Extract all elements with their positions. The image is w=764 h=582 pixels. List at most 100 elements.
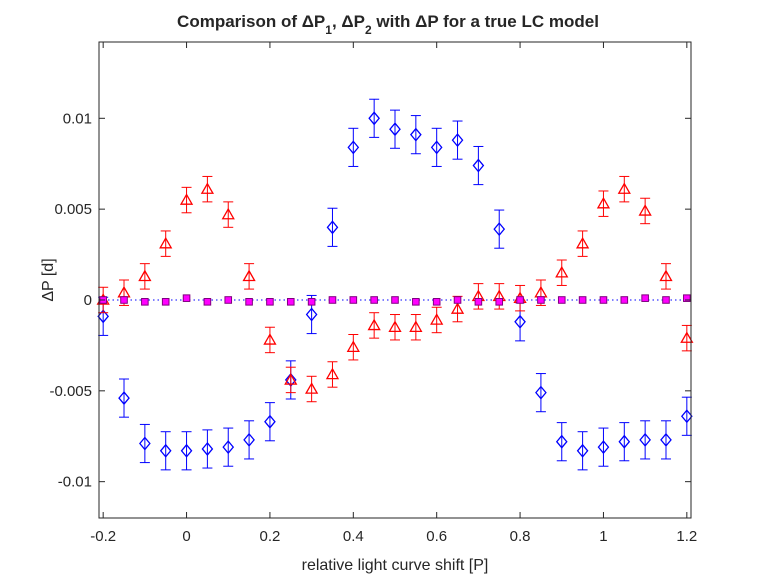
x-tick-label: 1.2 — [676, 528, 697, 545]
data-point-diamond — [555, 434, 568, 449]
series-square — [99, 294, 691, 306]
data-point-diamond — [451, 133, 464, 148]
data-point-diamond — [430, 140, 443, 155]
data-point-triangle — [179, 193, 194, 205]
data-point-square — [683, 294, 691, 302]
x-tick-label: -0.2 — [90, 528, 116, 545]
y-tick-label: -0.01 — [58, 474, 92, 491]
data-point-diamond — [326, 220, 339, 235]
title-text: , ΔP — [332, 12, 365, 31]
data-point-square — [641, 294, 649, 302]
data-point-square — [328, 296, 337, 304]
y-axis-label: ΔP [d] — [40, 258, 57, 301]
x-tick-label: 0.6 — [426, 528, 447, 545]
data-point-triangle — [200, 182, 215, 194]
data-point-diamond — [597, 440, 610, 455]
series-triangle — [96, 175, 694, 403]
x-tick-label: 0.2 — [259, 528, 280, 545]
data-point-triangle — [159, 236, 173, 249]
data-point-triangle — [346, 340, 360, 352]
chart-title: Comparison of ΔP1, ΔP2 with ΔP for a tru… — [177, 12, 599, 37]
data-point-diamond — [201, 441, 214, 456]
data-point-square — [578, 296, 587, 304]
data-point-diamond — [347, 140, 360, 155]
data-point-square — [453, 296, 462, 304]
data-point-diamond — [305, 307, 318, 322]
data-point-square — [516, 296, 524, 304]
data-point-diamond — [97, 309, 110, 324]
data-point-square — [412, 298, 420, 306]
data-point-square — [391, 296, 399, 304]
data-point-diamond — [680, 409, 693, 424]
x-tick-label: 0.8 — [510, 528, 531, 545]
data-point-square — [495, 298, 504, 306]
data-point-square — [161, 298, 170, 306]
y-tick-label: -0.005 — [49, 383, 92, 400]
data-point-triangle — [617, 182, 631, 194]
data-point-diamond — [139, 436, 151, 451]
data-point-diamond — [159, 443, 172, 458]
data-point-triangle — [430, 313, 444, 325]
data-point-diamond — [368, 111, 381, 126]
data-point-triangle — [388, 320, 402, 333]
data-point-diamond — [222, 440, 235, 455]
data-point-triangle — [221, 207, 235, 220]
series-diamond — [97, 98, 693, 471]
data-point-diamond — [243, 432, 255, 447]
x-tick-label: 0.4 — [343, 528, 364, 545]
data-point-triangle — [575, 236, 590, 249]
title-text: Comparison of ΔP — [177, 12, 325, 31]
data-point-diamond — [472, 158, 485, 173]
data-point-diamond — [389, 122, 401, 137]
data-point-square — [182, 294, 191, 302]
data-point-triangle — [409, 320, 423, 333]
data-point-diamond — [118, 391, 130, 406]
title-subscript: 1 — [325, 23, 332, 37]
data-point-triangle — [596, 196, 611, 209]
y-tick-label: 0 — [84, 292, 92, 309]
data-point-triangle — [138, 269, 152, 282]
data-point-square — [620, 296, 629, 304]
data-point-diamond — [576, 443, 589, 458]
data-point-diamond — [514, 314, 526, 329]
data-point-diamond — [618, 434, 631, 449]
data-point-square — [245, 298, 253, 306]
data-point-square — [474, 298, 483, 306]
title-text: with ΔP for a true LC model — [372, 12, 599, 31]
data-point-triangle — [263, 333, 277, 345]
data-point-square — [662, 296, 670, 304]
data-point-triangle — [450, 302, 465, 314]
data-point-diamond — [409, 127, 422, 142]
data-point-square — [266, 298, 274, 306]
data-point-triangle — [304, 382, 319, 394]
data-point-square — [599, 296, 608, 304]
data-point-diamond — [180, 443, 193, 458]
data-point-square — [120, 296, 128, 304]
data-point-triangle — [555, 265, 569, 278]
data-point-square — [286, 298, 295, 306]
series-layer — [96, 98, 694, 471]
y-tick-label: 0.01 — [63, 110, 92, 127]
data-point-square — [370, 296, 378, 304]
data-point-triangle — [659, 269, 673, 282]
title-subscript: 2 — [365, 23, 372, 37]
data-point-triangle — [325, 367, 340, 380]
data-point-square — [537, 296, 545, 304]
data-point-square — [349, 296, 358, 304]
x-tick-label: 0 — [182, 528, 190, 545]
data-point-triangle — [284, 373, 298, 385]
data-point-triangle — [242, 269, 256, 282]
data-point-diamond — [639, 432, 651, 447]
plot-frame — [98, 41, 692, 519]
data-point-triangle — [638, 204, 652, 216]
x-tick-label: 1 — [599, 528, 607, 545]
data-point-triangle — [680, 331, 694, 343]
data-point-square — [141, 298, 149, 306]
x-axis-label: relative light curve shift [P] — [302, 557, 489, 574]
data-point-diamond — [535, 385, 547, 400]
data-point-square — [432, 298, 441, 306]
data-point-diamond — [264, 414, 276, 429]
data-point-square — [224, 296, 233, 304]
data-point-square — [557, 296, 566, 304]
